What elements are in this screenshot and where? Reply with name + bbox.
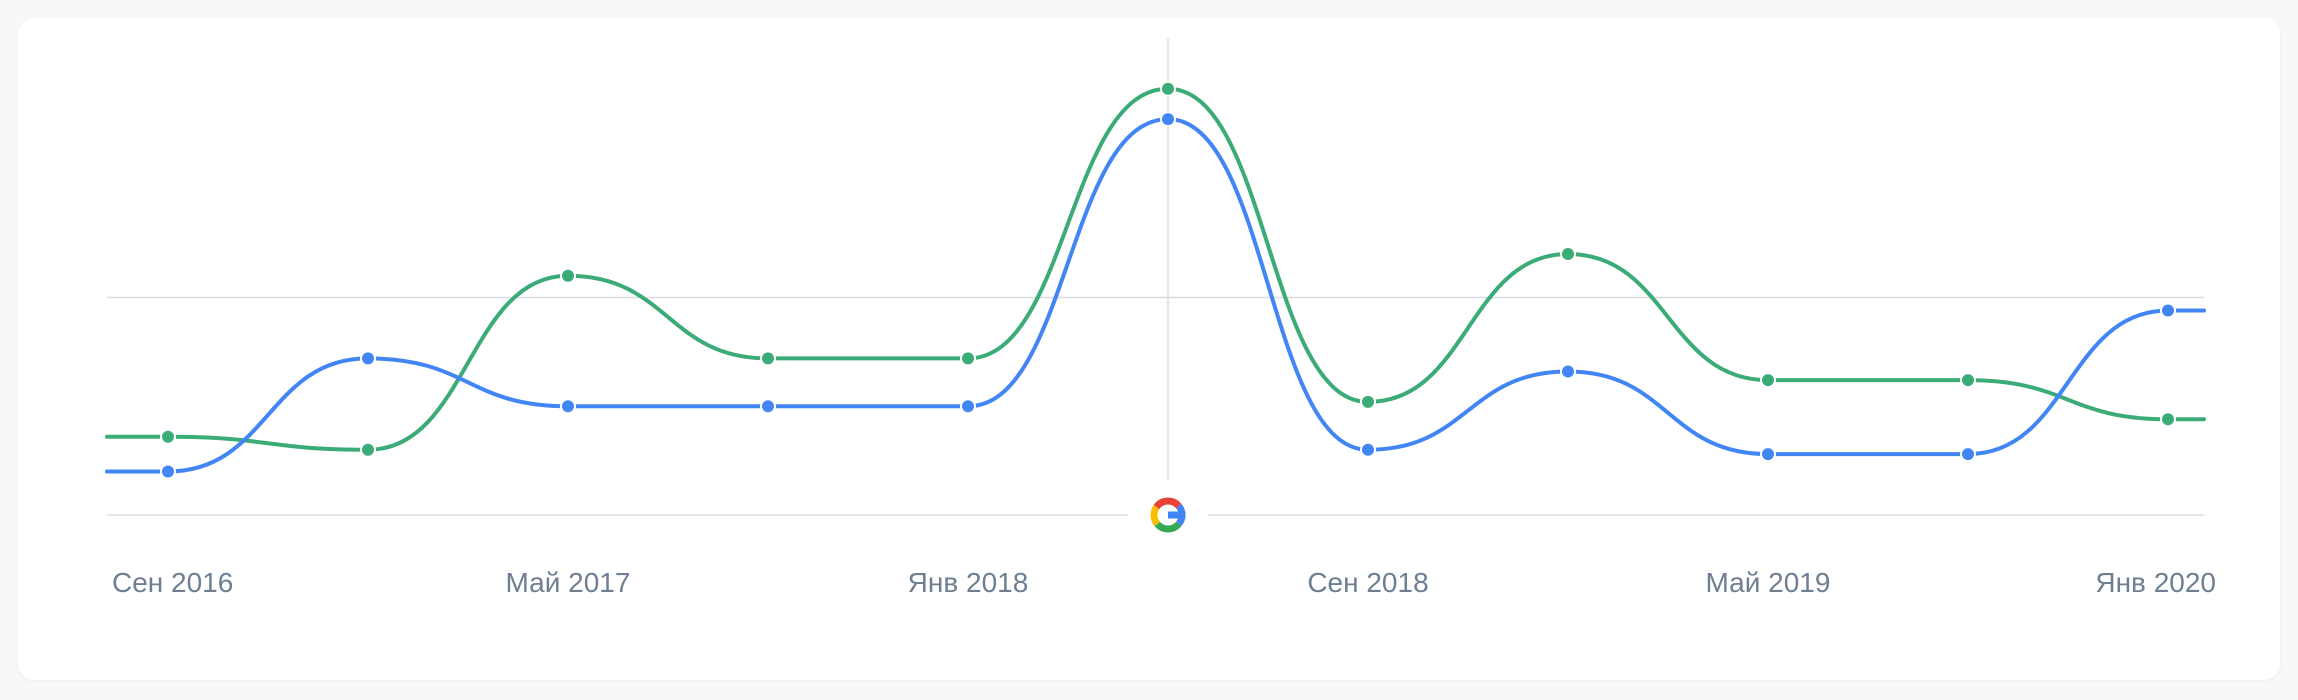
google-icon[interactable] [1144,491,1192,539]
data-point[interactable] [1762,374,1774,387]
data-point[interactable] [962,400,974,413]
chart-grid [107,38,2204,516]
data-point[interactable] [1562,248,1574,260]
data-point[interactable] [362,443,374,456]
data-point[interactable] [1962,448,1974,461]
data-point[interactable] [1362,395,1374,408]
data-point[interactable] [762,400,774,413]
x-tick-label: Май 2017 [506,567,631,598]
data-point[interactable] [162,465,174,478]
google-icon-arc [1150,504,1161,527]
google-icon-bar [1168,511,1186,519]
series-0 [105,80,2206,458]
data-point[interactable] [562,400,574,413]
data-point[interactable] [2162,304,2174,317]
data-point[interactable] [1962,374,1974,387]
data-point[interactable] [362,352,374,365]
data-point[interactable] [762,352,774,365]
data-point[interactable] [1762,448,1774,461]
series-line-0 [105,86,2206,452]
series-1 [105,111,2206,480]
x-tick-label: Май 2019 [1706,567,1831,598]
data-point[interactable] [1562,365,1574,378]
x-tick-label: Сен 2018 [1307,567,1428,598]
data-point[interactable] [1162,82,1174,95]
chart-card [18,18,2280,680]
x-tick-label: Янв 2020 [2095,567,2216,598]
x-tick-label: Янв 2018 [908,567,1029,598]
data-point[interactable] [562,269,574,282]
data-point[interactable] [1362,443,1374,456]
data-point[interactable] [962,352,974,365]
series-line-1 [105,117,2206,474]
google-icon-arc [1154,521,1182,533]
google-icon-arc [1153,497,1182,510]
chart-series [105,80,2206,480]
x-tick-label: Сен 2016 [112,567,233,598]
data-point[interactable] [2162,413,2174,426]
data-point[interactable] [162,430,174,443]
data-point[interactable] [1162,113,1174,126]
x-axis-ticks: Сен 2016 Май 2017 Янв 2018 Сен 2018 Май 2019… [112,567,2216,598]
